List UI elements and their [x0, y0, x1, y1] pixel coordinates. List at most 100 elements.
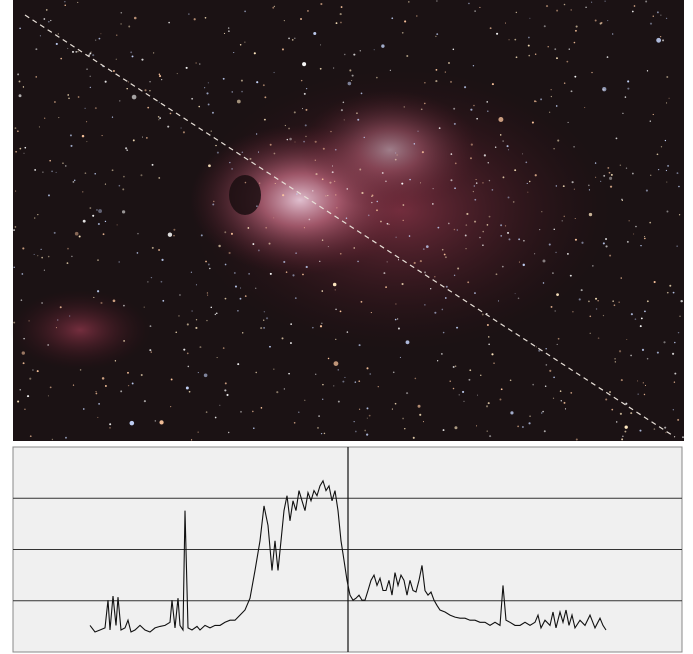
star	[534, 253, 536, 255]
star	[507, 231, 509, 234]
star	[630, 412, 633, 415]
star	[555, 251, 557, 254]
star	[634, 318, 637, 320]
star	[674, 372, 677, 375]
star	[41, 256, 43, 259]
star	[633, 5, 636, 7]
star	[244, 41, 246, 43]
star	[386, 261, 388, 263]
star	[74, 231, 79, 236]
star	[303, 227, 305, 229]
star	[244, 10, 246, 13]
star	[522, 263, 525, 267]
star	[347, 81, 352, 86]
star	[334, 289, 336, 291]
star	[214, 416, 217, 419]
star	[269, 345, 271, 348]
star	[190, 439, 193, 441]
star	[479, 6, 481, 9]
star	[191, 97, 194, 100]
star	[521, 425, 524, 428]
star	[234, 285, 238, 288]
star	[682, 436, 684, 439]
star	[17, 400, 20, 403]
star	[215, 312, 218, 315]
star	[128, 25, 131, 28]
star	[82, 408, 85, 410]
star	[613, 304, 616, 307]
star	[463, 400, 465, 403]
star	[507, 196, 510, 199]
star	[334, 180, 336, 182]
star	[97, 222, 100, 226]
star	[35, 48, 38, 51]
star	[224, 389, 227, 392]
profile-path	[24, 14, 676, 438]
star	[104, 183, 107, 185]
star	[47, 194, 50, 197]
star	[560, 400, 562, 402]
star	[100, 33, 102, 35]
star	[147, 281, 149, 283]
star	[640, 245, 642, 247]
star	[125, 147, 128, 150]
star	[34, 217, 36, 219]
star	[302, 273, 304, 276]
star	[54, 101, 56, 103]
star	[402, 219, 404, 222]
star	[589, 332, 591, 334]
star	[575, 25, 578, 28]
star	[444, 71, 446, 73]
star	[79, 369, 82, 371]
star	[420, 108, 423, 111]
star	[273, 5, 276, 8]
star	[512, 201, 515, 203]
star	[499, 398, 502, 401]
star	[283, 260, 286, 264]
star	[626, 338, 628, 341]
star	[97, 259, 99, 261]
star	[553, 228, 555, 231]
star	[236, 99, 241, 104]
star	[47, 255, 50, 258]
star	[180, 127, 182, 129]
star	[127, 384, 130, 387]
star	[556, 57, 558, 60]
star	[269, 272, 272, 275]
star	[444, 297, 447, 299]
star	[569, 274, 572, 277]
star	[665, 432, 667, 434]
star	[628, 220, 630, 222]
star	[290, 323, 292, 325]
star	[18, 94, 22, 98]
star	[371, 201, 373, 204]
star	[69, 315, 71, 317]
star	[24, 146, 27, 149]
star	[673, 381, 676, 383]
star	[304, 124, 307, 127]
star	[395, 236, 397, 238]
star	[494, 146, 497, 148]
star	[24, 408, 26, 411]
star	[131, 94, 137, 100]
star	[574, 75, 577, 78]
star	[526, 182, 528, 184]
star	[491, 83, 494, 86]
star	[625, 167, 628, 169]
star	[356, 112, 358, 114]
star	[482, 230, 485, 233]
star	[574, 217, 576, 219]
star	[94, 107, 97, 110]
star	[652, 15, 654, 17]
star	[358, 344, 361, 347]
star	[26, 395, 30, 398]
star	[294, 37, 296, 39]
star	[173, 234, 175, 237]
star	[313, 31, 317, 36]
star	[265, 317, 269, 320]
star	[668, 97, 670, 99]
star	[120, 23, 122, 25]
star	[602, 314, 605, 317]
star	[381, 172, 384, 174]
